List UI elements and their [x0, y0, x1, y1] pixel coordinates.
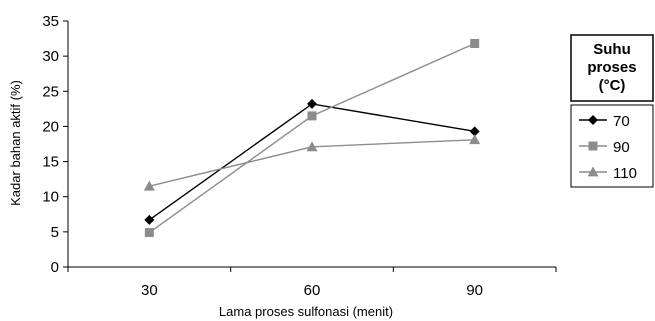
legend-marker: [588, 115, 598, 125]
x-tick-label: 30: [141, 282, 158, 299]
legend-entries-box: [570, 104, 654, 188]
legend-title-line: (°C): [599, 77, 626, 94]
y-tick-label: 10: [42, 189, 59, 206]
x-tick-label: 90: [466, 282, 483, 299]
data-point: [469, 134, 481, 145]
data-point: [306, 141, 318, 152]
data-point: [307, 111, 317, 121]
y-axis-label: Kadar bahan aktif (%): [8, 80, 23, 206]
x-tick-labels: 30 60 90: [141, 282, 483, 299]
legend-entry-110: 110: [579, 165, 637, 182]
legend-label: 110: [613, 165, 637, 182]
legend-title-line: Suhu: [593, 41, 631, 58]
y-tick-label: 5: [51, 224, 59, 241]
x-axis-label: Lama proses sulfonasi (menit): [219, 304, 393, 319]
y-tick-label: 0: [51, 259, 59, 276]
series-group: [143, 38, 481, 238]
legend-label: 70: [613, 113, 630, 130]
series-line: [148, 42, 475, 234]
y-tick-label: 30: [42, 48, 59, 65]
series-70: [144, 98, 480, 225]
series-line: [148, 103, 475, 221]
legend-title-box: [570, 34, 654, 102]
y-tick-labels: 0 5 10 15 20 25 30 35: [42, 13, 59, 276]
data-point: [144, 228, 154, 238]
legend-marker: [587, 166, 599, 177]
legend-marker: [588, 141, 598, 151]
data-point: [307, 98, 317, 109]
y-tick-label: 35: [42, 13, 59, 30]
data-point: [144, 214, 155, 225]
data-point: [143, 180, 155, 191]
legend-title-line: proses: [587, 59, 636, 76]
y-tick-label: 20: [42, 118, 59, 135]
series-90: [144, 38, 480, 238]
legend-entry-70: 70: [579, 113, 630, 130]
data-point: [470, 38, 480, 48]
y-tick-label: 15: [42, 154, 59, 171]
legend-label: 90: [613, 139, 630, 156]
y-tick-label: 25: [42, 83, 59, 100]
series-110: [143, 134, 481, 191]
chart-axes: [63, 20, 557, 272]
x-tick-label: 60: [304, 282, 321, 299]
data-point: [469, 126, 480, 137]
legend-entry-90: 90: [579, 139, 630, 156]
